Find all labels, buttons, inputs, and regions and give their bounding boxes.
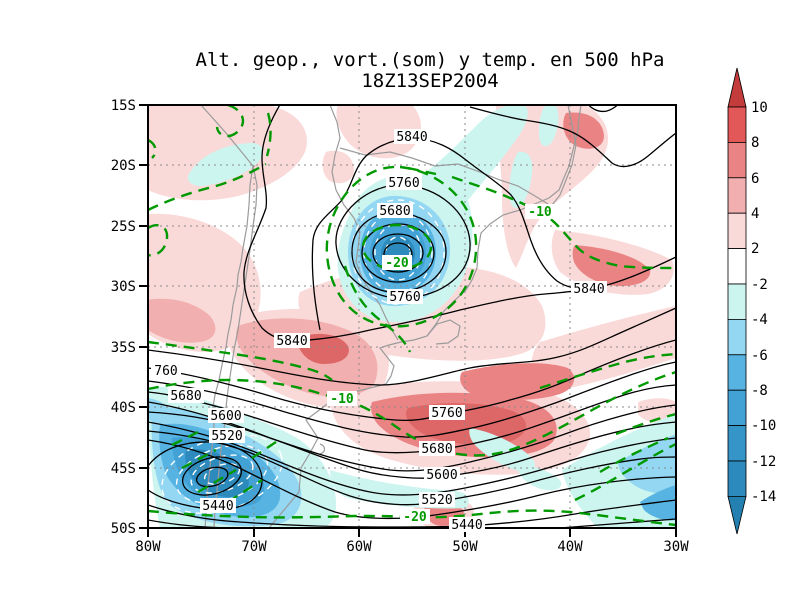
colorbar-tick-label: 2 [751,241,759,257]
lon-tick-label: 50W [452,539,478,555]
vorticity-contour-label: -10 [528,205,552,220]
vorticity-contour-label: -10 [330,392,354,407]
height-contour-label: 5840 [573,282,604,297]
lat-tick-label: 50S [111,521,136,537]
map-frame [147,104,677,529]
colorbar-tick-label: 6 [751,171,759,187]
colorbar-segment [727,425,747,462]
colorbar-tick-label: -12 [751,454,776,470]
height-contour-label: 5520 [211,429,242,444]
lon-tick-label: 70W [241,539,267,555]
height-contour-label: 5440 [202,499,233,514]
vorticity-contours [148,105,676,527]
vorticity-contour-labels: -10 -20 -10 -20 [327,204,555,525]
colorbar-arrow-bottom [727,495,747,535]
colorbar-segment [727,141,747,179]
colorbar-segment [727,212,747,249]
lon-tick-label: 40W [557,539,583,555]
colorbar: 10 8 6 4 2 -2 -4 -6 -8 -10 -12 -14 [727,67,776,535]
colorbar-segment [727,318,747,356]
height-contour-label: 5680 [170,389,201,404]
lat-tick-label: 15S [111,98,136,114]
lat-tick-label: 35S [111,340,136,356]
colorbar-tick-label: 8 [751,135,759,151]
height-contour-label: 5680 [379,204,410,219]
colorbar-tick-label: -8 [751,383,768,399]
colorbar-segment [727,283,747,320]
height-contour-labels: 5840 5760 5680 5760 5840 5840 760 5680 5… [151,129,607,533]
lon-tick-label: 60W [346,539,372,555]
colorbar-arrow-top [727,67,747,108]
basemap-coastlines [200,105,582,528]
height-contour-label: 5760 [388,176,419,191]
height-contour-label: 5760 [431,406,462,421]
colorbar-tick-label: -6 [751,348,768,364]
colorbar-tick-label: -2 [751,277,768,293]
lon-tick-label: 80W [135,539,161,555]
height-contour-label: 5840 [276,334,307,349]
colorbar-tick-label: 4 [751,206,759,222]
colorbar-tick-label: -4 [751,312,768,328]
colorbar-segment [727,106,747,143]
plot-title: Alt. geop., vort.(som) y temp. en 500 hP… [196,49,665,71]
height-contour-label: 5600 [210,409,241,424]
axis-ticks [139,104,677,537]
lat-tick-label: 40S [111,400,136,416]
colorbar-segment [727,354,747,391]
height-contour-label: 5600 [426,468,457,483]
lat-tick-label: 20S [111,158,136,174]
colorbar-tick-label: 10 [751,100,768,116]
colorbar-segment [727,248,747,285]
colorbar-tick-labels: 10 8 6 4 2 -2 -4 -6 -8 -10 -12 -14 [751,100,776,505]
height-contour-label: 760 [154,364,177,379]
lon-axis: 80W 70W 60W 50W 40W 30W [135,539,689,555]
colorbar-segment [727,460,747,497]
map-area [148,105,676,528]
vorticity-contour-label: -20 [403,510,427,525]
height-contour-label: 5680 [421,442,452,457]
colorbar-segment [727,177,747,214]
lat-tick-label: 25S [111,219,136,235]
lat-axis: 15S 20S 25S 30S 35S 40S 45S 50S [111,98,136,537]
colorbar-segment [727,389,747,427]
lon-tick-label: 30W [663,539,689,555]
height-contour-label: 5840 [396,130,427,145]
colorbar-tick-label: -14 [751,489,776,505]
vorticity-contour-label: -20 [385,256,409,271]
plot-subtitle: 18Z13SEP2004 [361,70,498,92]
height-contour-label: 5520 [421,493,452,508]
height-contour-label: 5760 [389,290,420,305]
colorbar-tick-label: -10 [751,418,776,434]
lat-tick-label: 30S [111,279,136,295]
lat-tick-label: 45S [111,461,136,477]
height-contour-label: 5440 [451,518,482,533]
